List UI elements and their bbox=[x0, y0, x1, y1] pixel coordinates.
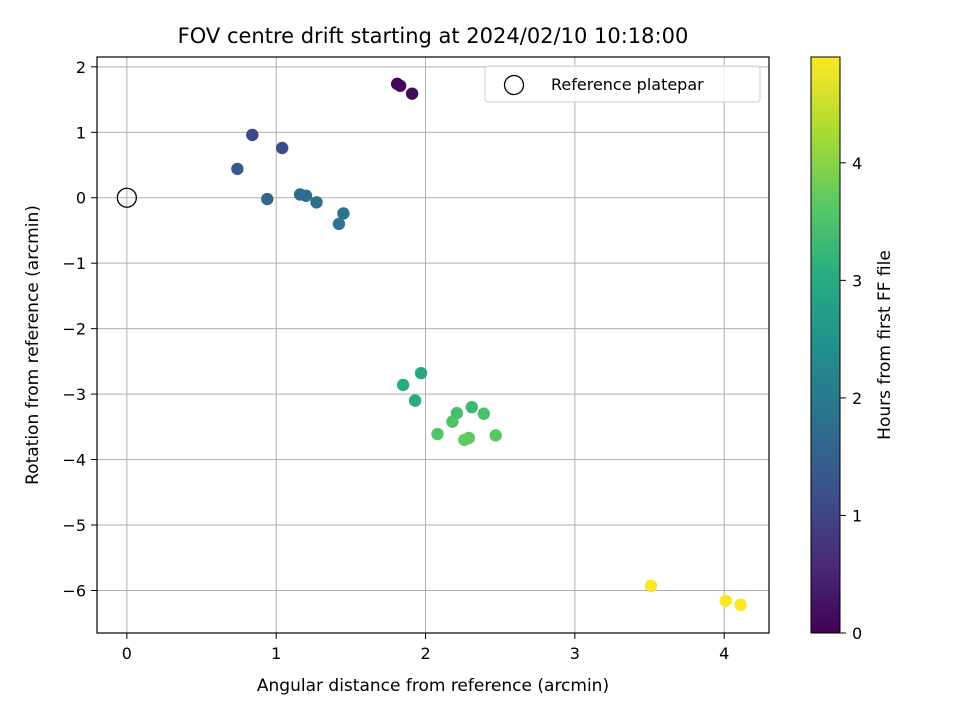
y-tick-label: −1 bbox=[62, 254, 86, 273]
y-axis-ticks: 2 1 0 −1 −2 −3 −4 −5 −6 bbox=[62, 58, 97, 600]
y-tick-label: −5 bbox=[62, 516, 86, 535]
data-point bbox=[458, 433, 471, 447]
data-point bbox=[310, 196, 323, 209]
data-point bbox=[261, 192, 274, 206]
legend-entry-reference: Reference platepar bbox=[551, 75, 704, 94]
colorbar: 0 1 2 3 4 Hours from first FF file bbox=[810, 56, 895, 643]
colorbar-tick-label: 0 bbox=[852, 624, 862, 643]
data-point bbox=[405, 87, 419, 100]
y-tick-label: 0 bbox=[76, 189, 86, 208]
y-tick-label: −6 bbox=[62, 581, 86, 600]
y-tick-label: 2 bbox=[76, 58, 86, 77]
colorbar-tick-label: 3 bbox=[852, 271, 862, 290]
data-point bbox=[477, 407, 490, 420]
colorbar-tick-label: 2 bbox=[852, 389, 862, 408]
reference-marker-layer bbox=[116, 187, 138, 208]
y-tick-label: −2 bbox=[62, 320, 86, 339]
data-point bbox=[337, 207, 350, 220]
x-tick-label: 2 bbox=[420, 644, 430, 663]
data-point bbox=[396, 378, 410, 392]
data-point bbox=[465, 400, 479, 414]
data-point bbox=[734, 598, 747, 612]
colorbar-frame bbox=[810, 56, 841, 634]
data-point bbox=[275, 141, 289, 155]
data-point bbox=[408, 394, 422, 407]
data-point bbox=[299, 189, 313, 202]
data-points bbox=[231, 77, 747, 612]
data-point bbox=[644, 579, 658, 593]
colorbar-label: Hours from first FF file bbox=[875, 250, 895, 440]
chart-title: FOV centre drift starting at 2024/02/10 … bbox=[178, 24, 689, 48]
x-tick-label: 4 bbox=[719, 644, 729, 663]
x-tick-label: 0 bbox=[122, 644, 132, 663]
x-axis-ticks: 0 1 2 3 4 bbox=[122, 633, 729, 663]
colorbar-tick-label: 1 bbox=[852, 506, 862, 525]
data-point bbox=[719, 594, 732, 608]
x-tick-label: 3 bbox=[570, 644, 580, 663]
colorbar-ticks: 0 1 2 3 4 bbox=[840, 154, 862, 643]
legend-marker bbox=[503, 74, 525, 96]
data-point bbox=[231, 162, 244, 176]
data-point bbox=[332, 217, 346, 231]
data-point bbox=[489, 429, 502, 442]
reference-platepar-marker bbox=[116, 187, 138, 208]
colorbar-tick-label: 4 bbox=[852, 154, 862, 173]
x-axis-label: Angular distance from reference (arcmin) bbox=[257, 676, 609, 696]
legend-box bbox=[484, 65, 761, 103]
colorbar-gradient bbox=[811, 57, 840, 633]
y-tick-label: 1 bbox=[76, 123, 86, 142]
y-tick-label: −3 bbox=[62, 385, 86, 404]
data-point bbox=[393, 79, 407, 93]
grid-lines bbox=[97, 57, 769, 633]
data-point bbox=[431, 427, 444, 441]
y-tick-label: −4 bbox=[62, 451, 86, 470]
legend: Reference platepar bbox=[484, 65, 761, 103]
plot-frame bbox=[96, 56, 770, 634]
x-tick-label: 1 bbox=[271, 644, 281, 663]
data-point bbox=[246, 128, 259, 142]
data-point bbox=[446, 415, 459, 428]
data-point bbox=[414, 366, 428, 380]
y-axis-label: Rotation from reference (arcmin) bbox=[23, 205, 43, 485]
